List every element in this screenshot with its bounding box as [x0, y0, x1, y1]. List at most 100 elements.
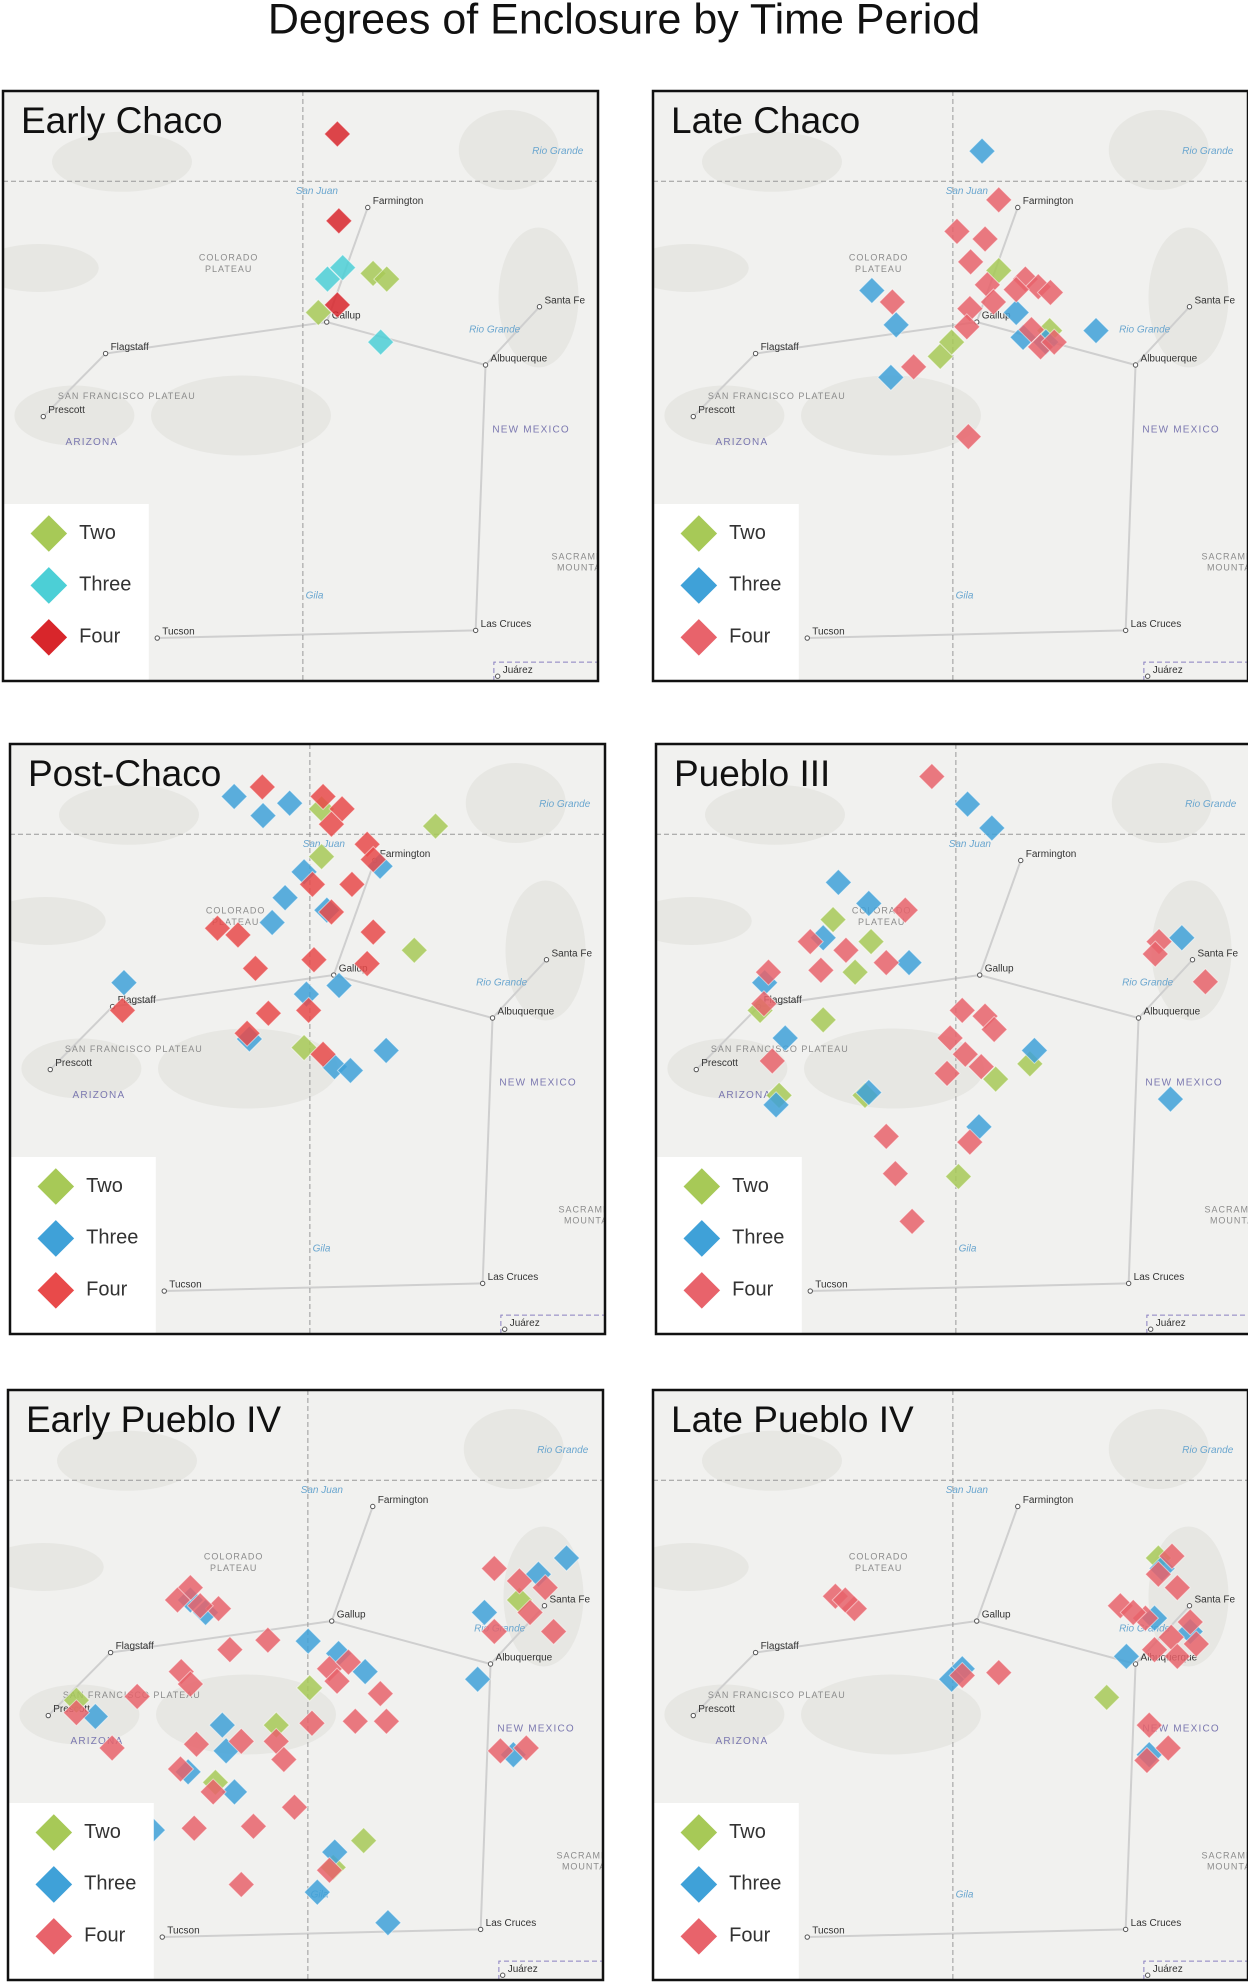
region-label: COLORADO [204, 1551, 264, 1561]
city-dot [977, 972, 983, 978]
site-marker [307, 842, 336, 871]
site-marker [956, 248, 985, 276]
city-dot [494, 673, 501, 679]
city-label: Las Cruces [1134, 1272, 1185, 1283]
map-body: Farmington Gallup Albuquerque Santa Fe Flags… [653, 91, 1248, 681]
city-dot [752, 1649, 759, 1656]
site-marker [1141, 940, 1169, 968]
city-dot [690, 413, 696, 420]
city-label: Farmington [1026, 849, 1077, 860]
city-dot [365, 204, 371, 211]
site-marker [899, 353, 928, 381]
city-label: Prescott [698, 405, 735, 416]
panel-title: Post-Chaco [28, 753, 221, 794]
site-marker [309, 782, 337, 811]
site-marker [216, 1635, 244, 1664]
legend-marker [29, 617, 69, 658]
site-marker [948, 1661, 976, 1690]
terrain-shade [804, 1028, 984, 1109]
terrain-shade [505, 880, 586, 1021]
region-label: MOUNTAINS [1207, 1862, 1248, 1872]
site-marker [359, 918, 387, 946]
site-marker [220, 782, 248, 811]
state-label: NEW MEXICO [1142, 425, 1220, 436]
site-marker [877, 363, 905, 392]
state-label: ARIZONA [718, 1090, 771, 1101]
site-marker [298, 1709, 326, 1737]
road [807, 1928, 1126, 1939]
legend-label: Three [729, 574, 781, 596]
site-marker [180, 1814, 208, 1842]
terrain-shade [1111, 763, 1212, 843]
city-label: Albuquerque [491, 354, 548, 365]
site-marker [300, 946, 328, 974]
site-marker [325, 971, 353, 1000]
site-marker [470, 1598, 499, 1627]
site-marker [186, 1592, 214, 1620]
region-label: SAN FRANCISCO PLATEAU [711, 1044, 849, 1054]
legend-box [3, 504, 149, 681]
city-label: Farmington [1023, 1495, 1074, 1506]
site-marker [891, 896, 919, 924]
site-marker [1020, 1036, 1049, 1065]
city-label: Santa Fe [1197, 948, 1238, 959]
city-label: Albuquerque [1141, 354, 1198, 365]
site-marker [1144, 1560, 1173, 1588]
river-label: Gila [956, 1890, 974, 1901]
region-label: PLATEAU [210, 1563, 257, 1573]
road [42, 321, 486, 418]
panel-border [651, 1388, 1248, 1982]
city-label: Juárez [503, 665, 533, 676]
city-label: Juárez [1153, 665, 1183, 676]
site-marker [539, 1617, 568, 1646]
city-dot [107, 1649, 114, 1656]
state-label: ARIZONA [70, 1736, 123, 1747]
road [162, 1928, 481, 1939]
site-marker [1082, 316, 1110, 345]
road [332, 860, 376, 976]
terrain-shade [14, 385, 135, 446]
legend-marker [679, 1864, 719, 1905]
site-marker [233, 1019, 261, 1047]
panel-title: Early Chaco [21, 100, 223, 141]
site-marker [1140, 1635, 1169, 1664]
map-panel: Farmington Gallup Albuquerque Santa Fe Flags… [654, 742, 1248, 1336]
state-label: ARIZONA [65, 437, 118, 448]
city-label: Santa Fe [1194, 295, 1235, 306]
legend-label: Two [732, 1175, 769, 1197]
site-marker [855, 889, 883, 918]
city-label: Prescott [698, 1704, 735, 1715]
terrain-shade [59, 784, 199, 845]
river-label: San Juan [301, 1485, 344, 1496]
figure-title: Degrees of Enclosure by Time Period [268, 0, 980, 43]
city-label: Albuquerque [1144, 1007, 1201, 1018]
region-label: PLATEAU [855, 1563, 902, 1573]
terrain-shade [1108, 1409, 1209, 1489]
site-marker [359, 845, 387, 874]
city-label: Tucson [815, 1280, 847, 1291]
city-label: Farmington [378, 1495, 429, 1506]
legend-box [653, 1803, 799, 1980]
city-dot [329, 1618, 335, 1624]
terrain-shade [8, 1543, 104, 1591]
site-marker [270, 1745, 298, 1774]
city-dot [974, 1618, 980, 1624]
national-border [493, 661, 598, 681]
city-label: Gallup [985, 964, 1014, 975]
state-label: ARIZONA [72, 1090, 125, 1101]
city-label: Farmington [380, 849, 431, 860]
city-dot [154, 635, 160, 641]
city-dot [1018, 857, 1024, 864]
legend-box [656, 1157, 802, 1334]
site-marker [881, 1159, 910, 1188]
city-dot [324, 319, 330, 325]
city-dot [1122, 1926, 1129, 1933]
map-panel: Farmington Gallup Albuquerque Santa Fe Flags… [6, 1388, 605, 1982]
terrain-shade [151, 375, 331, 456]
site-marker [486, 1737, 515, 1765]
river-label: Rio Grande [1185, 799, 1237, 810]
terrain-shade [463, 1409, 564, 1489]
site-marker [1176, 1608, 1204, 1636]
site-marker [295, 1674, 324, 1702]
